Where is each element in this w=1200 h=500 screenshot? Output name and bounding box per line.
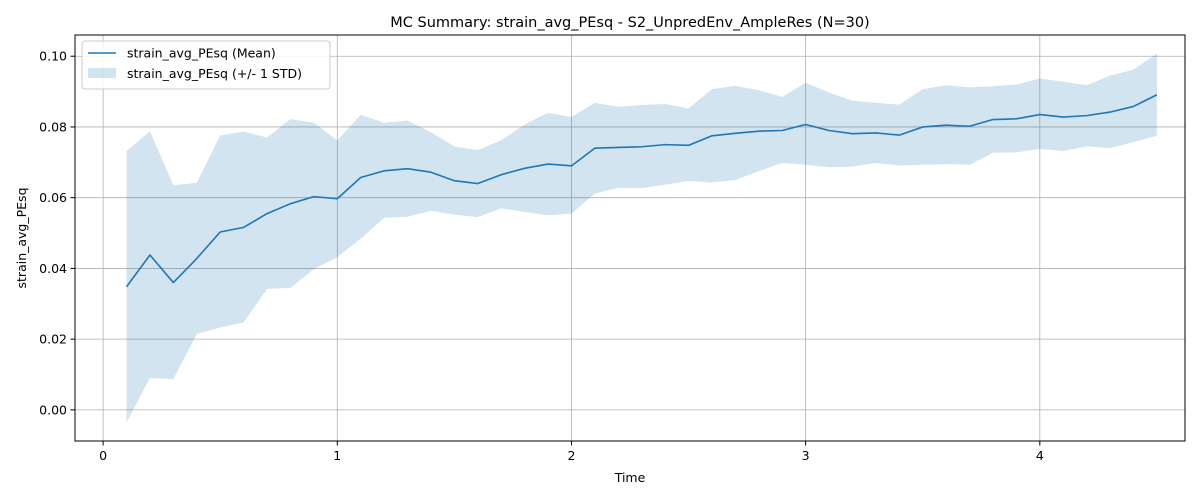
y-tick-label: 0.02 [39,332,67,347]
x-tick-label: 1 [333,448,341,463]
mean-line-layer [125,94,1158,288]
x-tick-label: 4 [1036,448,1044,463]
legend-box [81,40,331,90]
legend-label-std: strain_avg_PEsq (+/- 1 STD) [127,66,302,81]
y-tick-label: 0.04 [39,261,67,276]
x-axis: 0 1 2 3 4 [99,441,1044,463]
mean-line [125,94,1158,288]
x-tick-label: 3 [802,448,810,463]
y-tick-label: 0.00 [39,402,67,417]
legend-label-mean: strain_avg_PEsq (Mean) [127,46,276,61]
legend: strain_avg_PEsq (Mean) strain_avg_PEsq (… [81,40,331,90]
y-tick-label: 0.10 [39,49,67,64]
legend-swatch-std [88,68,116,78]
x-tick-label: 2 [567,448,575,463]
chart-title: MC Summary: strain_avg_PEsq - S2_UnpredE… [390,15,869,31]
y-axis: 0.00 0.02 0.04 0.06 0.08 0.10 [39,49,75,417]
x-axis-label: Time [614,470,646,485]
y-tick-label: 0.08 [39,119,67,134]
plot-frame [74,34,1186,442]
std-band-layer [126,53,1157,423]
x-tick-label: 0 [99,448,107,463]
y-axis-label: strain_avg_PEsq [14,188,29,289]
std-band [126,53,1157,423]
y-tick-label: 0.06 [39,190,67,205]
